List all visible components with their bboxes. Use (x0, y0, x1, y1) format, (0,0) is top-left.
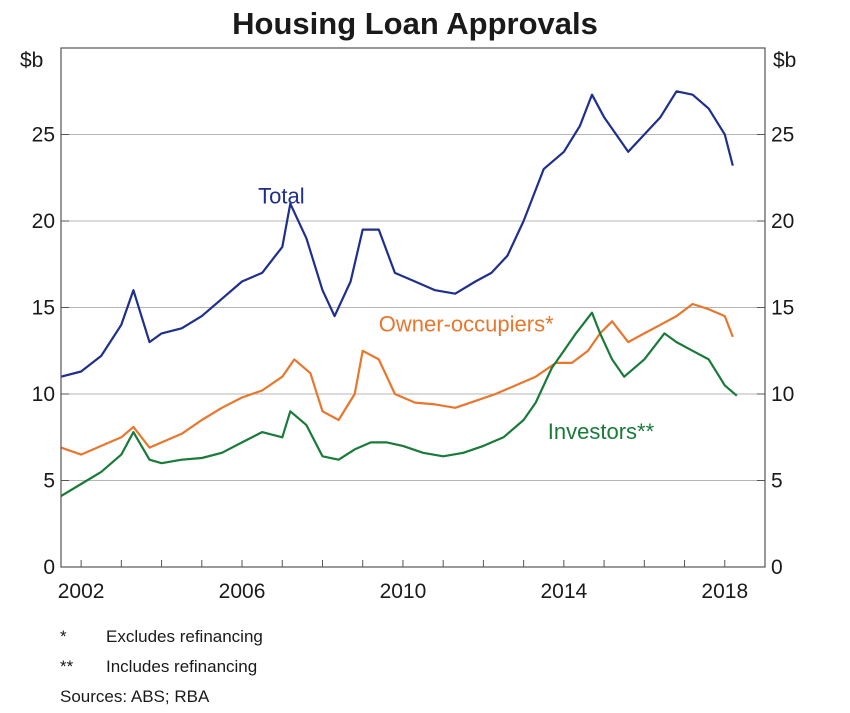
y-tick-label-left: 0 (43, 556, 55, 579)
footnote-row: * Excludes refinancing (60, 622, 263, 652)
y-axis-unit-left: $b (20, 49, 43, 72)
series-line-0 (60, 90, 734, 378)
footnote-symbol: ** (60, 657, 74, 676)
y-tick-label-right: 20 (771, 210, 794, 233)
y-tick-label-left: 5 (43, 470, 55, 493)
y-tick-label-right: 25 (771, 124, 794, 147)
x-tick-label: 2010 (380, 580, 427, 603)
x-tick-label: 2014 (540, 580, 587, 603)
gridlines (61, 134, 765, 481)
series-label: Total (258, 184, 304, 209)
y-tick-label-left: 20 (32, 210, 55, 233)
y-tick-label-left: 15 (32, 297, 55, 320)
tick-layer: 0 0 5 5 10 10 15 15 20 20 25 25 2002 2006 2010 2014 2018 (32, 124, 795, 604)
series-label: Owner-occupiers* (379, 312, 554, 337)
series-line-2 (60, 311, 738, 498)
footnote-symbol: * (60, 627, 67, 646)
sources-text: Sources: ABS; RBA (60, 687, 210, 706)
y-tick-label-right: 0 (771, 556, 783, 579)
footnote-text: Excludes refinancing (106, 627, 263, 646)
y-tick-label-right: 10 (771, 383, 794, 406)
x-tick-label: 2002 (58, 580, 105, 603)
series-label: Investors** (548, 419, 655, 444)
housing-loan-chart: Housing Loan Approvals $b $b 0 0 5 5 10 10 15 1… (20, 6, 796, 604)
chart-title: Housing Loan Approvals (232, 6, 598, 41)
footnote-row: ** Includes refinancing (60, 652, 263, 682)
y-tick-label-right: 15 (771, 297, 794, 320)
y-tick-label-left: 25 (32, 124, 55, 147)
series-labels: Total Owner-occupiers* Investors** (258, 184, 654, 444)
series-layer (60, 90, 738, 498)
footnote-text: Includes refinancing (106, 657, 258, 676)
y-axis-unit-right: $b (773, 49, 796, 72)
y-tick-label-left: 10 (32, 383, 55, 406)
y-tick-label-right: 5 (771, 470, 783, 493)
x-tick-label: 2018 (701, 580, 748, 603)
x-tick-label: 2006 (219, 580, 266, 603)
series-line-1 (60, 302, 734, 456)
footnotes: * Excludes refinancing ** Includes refin… (60, 622, 263, 712)
